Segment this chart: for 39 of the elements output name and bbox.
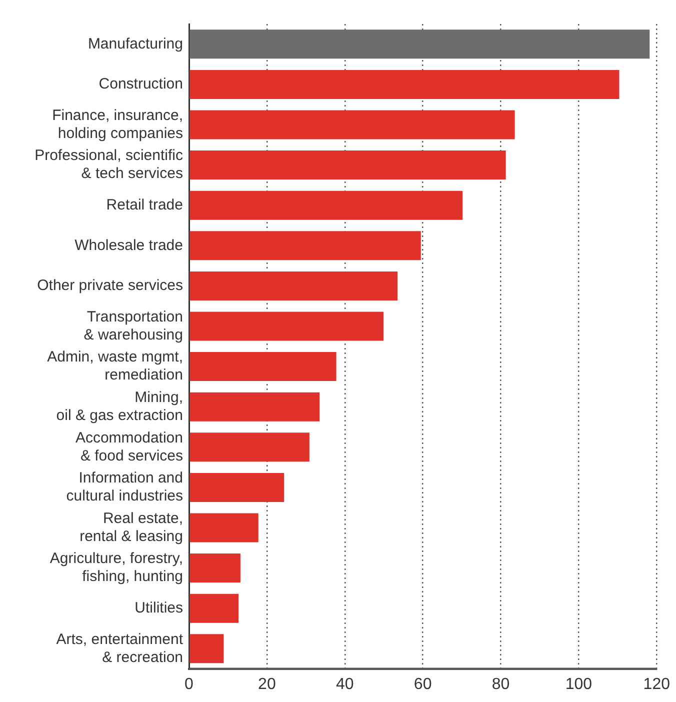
y-tick-label: Arts, entertainment & recreation — [56, 630, 184, 666]
bar — [190, 634, 224, 664]
y-tick-label: Finance, insurance, holding companies — [52, 106, 183, 142]
bar — [190, 392, 320, 422]
y-tick-label: Professional, scientific & tech services — [34, 147, 184, 182]
x-tick-label: 60 — [414, 676, 432, 693]
y-tick-label: Information and cultural industries — [66, 470, 183, 505]
bar — [190, 150, 506, 180]
y-tick-label: Wholesale trade — [74, 236, 183, 254]
x-tick-label: 100 — [565, 676, 592, 693]
bar — [190, 554, 240, 583]
y-tick-label: Accommodation & food services — [75, 429, 183, 464]
y-tick-label: Retail trade — [106, 196, 183, 214]
bar — [190, 472, 284, 502]
x-tick-label: 0 — [184, 676, 194, 693]
y-tick-label: Transportation & warehousing — [84, 308, 183, 344]
bar — [190, 70, 620, 99]
x-tick-label: 80 — [492, 676, 510, 693]
x-tick-label: 20 — [258, 676, 276, 693]
bar — [190, 190, 463, 220]
bar — [190, 30, 650, 59]
x-tick-label: 120 — [643, 676, 670, 693]
y-tick-label: Manufacturing — [88, 35, 183, 52]
y-tick-label: Real estate, rental & leasing — [80, 510, 183, 545]
bar — [190, 432, 310, 462]
bar — [190, 231, 421, 260]
bar — [190, 352, 336, 382]
y-tick-label: Admin, waste mgmt, remediation — [47, 348, 183, 384]
bar — [190, 110, 515, 140]
bar — [190, 513, 258, 542]
y-tick-label: Mining, oil & gas extraction — [56, 388, 183, 424]
y-tick-label: Other private services — [37, 277, 183, 294]
bar — [190, 312, 384, 341]
y-tick-label: Agriculture, forestry, fishing, hunting — [50, 550, 183, 586]
y-tick-label: Construction — [98, 76, 183, 93]
bar — [190, 271, 398, 300]
bar — [190, 594, 238, 623]
y-tick-label: Utilities — [134, 599, 183, 616]
x-tick-label: 40 — [336, 676, 354, 693]
